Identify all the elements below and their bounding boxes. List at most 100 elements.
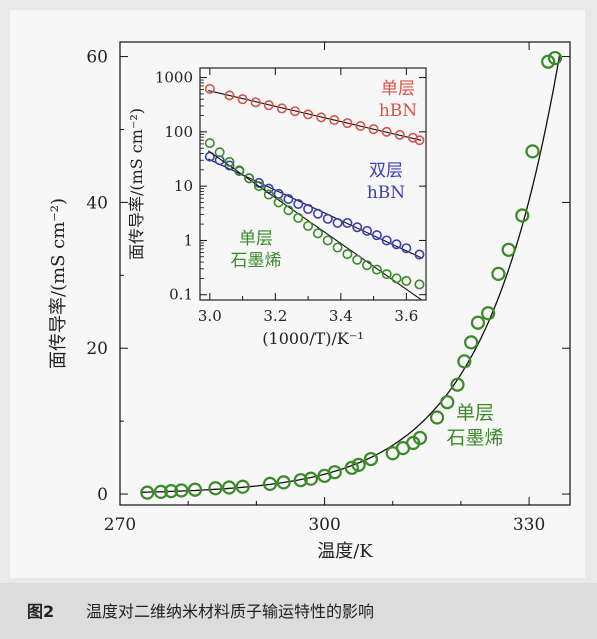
inset-series-label-line2: 石墨烯 [231, 251, 282, 271]
main-y-tick-label: 0 [97, 485, 108, 505]
inset-data-point [303, 203, 314, 214]
inset-series-label-line2: hBN [379, 101, 417, 121]
main-x-tick-label: 330 [513, 515, 545, 535]
inset-data-point [312, 228, 323, 239]
inset-y-tick-label: 1000 [155, 69, 193, 87]
main-data-point [515, 208, 530, 223]
main-annotation-line1: 单层 [456, 402, 494, 424]
inset-x-tick-label: 3.4 [329, 307, 353, 325]
inset-data-point [283, 193, 294, 204]
main-data-point [412, 430, 428, 446]
inset-data-point [273, 197, 284, 208]
inset-data-point [303, 109, 314, 120]
inset-data-point [414, 135, 425, 146]
inset-data-point [368, 124, 379, 135]
inset-data-point [355, 121, 366, 132]
inset-x-tick-label: 3.2 [263, 307, 287, 325]
inset-data-point [263, 189, 274, 200]
inset-data-point [283, 205, 294, 216]
inset-data-point [237, 94, 248, 105]
main-x-axis-label: 温度/K [317, 541, 373, 562]
main-y-tick-label: 40 [86, 193, 108, 213]
inset-data-point [342, 249, 353, 260]
main-y-tick-label: 60 [86, 48, 108, 68]
inset-data-point [391, 273, 402, 284]
inset-data-point [381, 126, 392, 137]
inset-data-point [234, 165, 245, 176]
inset-series-label-line1: 单层 [381, 79, 415, 99]
main-data-point [164, 484, 179, 499]
inset-x-tick-label: 3.0 [198, 307, 222, 325]
main-data-point [140, 485, 155, 500]
main-data-point [464, 335, 479, 350]
caption-text: 温度对二维纳米材料质子输运特性的影响 [86, 602, 375, 621]
main-data-point [221, 480, 237, 495]
main-x-tick-label: 270 [104, 515, 136, 535]
inset-data-point [293, 212, 304, 223]
main-data-point [491, 266, 506, 281]
main-data-point [187, 482, 203, 497]
inset-data-point [276, 103, 287, 114]
inset-data-point [322, 213, 333, 224]
inset-y-axis-label: 面传导率/(mS cm⁻²) [127, 108, 146, 260]
inset-data-point [253, 181, 264, 192]
main-data-point [327, 465, 342, 480]
inset-data-point [362, 225, 373, 236]
inset-y-tick-label: 0.1 [169, 286, 193, 304]
inset-data-point [263, 100, 274, 111]
main-data-point [262, 476, 278, 491]
main-data-point [276, 475, 291, 490]
main-data-point [208, 481, 223, 496]
inset-data-point [371, 230, 382, 241]
inset-data-point [224, 160, 235, 171]
inset-data-point [371, 264, 382, 275]
inset-data-point [250, 97, 261, 108]
figure-caption: 图2 温度对二维纳米材料质子输运特性的影响 [0, 583, 597, 639]
inset-data-point [312, 208, 323, 219]
inset-data-point [381, 269, 392, 280]
inset-y-tick-label: 10 [174, 177, 193, 195]
main-data-point [303, 471, 319, 486]
main-data-point [153, 484, 169, 499]
inset-x-tick-label: 3.6 [394, 307, 418, 325]
inset-data-point [362, 260, 373, 271]
main-y-tick-label: 20 [86, 339, 108, 359]
caption-label: 图2 [27, 602, 55, 621]
inset-data-point [224, 90, 235, 101]
main-data-point [344, 460, 359, 475]
inset-fit-line [207, 150, 422, 300]
inset-fit-line [208, 90, 422, 141]
inset-data-point [414, 279, 425, 290]
main-plot-frame [119, 41, 571, 506]
main-data-point [363, 451, 379, 467]
inset-data-point [204, 138, 215, 149]
inset-data-point [204, 83, 215, 94]
inset-data-point [289, 106, 300, 117]
main-y-axis-label: 面传导率/(mS cm⁻²) [48, 198, 69, 369]
main-data-point [541, 54, 556, 69]
inset-y-tick-label: 100 [164, 123, 193, 141]
inset-data-point [391, 239, 402, 250]
main-data-point [547, 50, 563, 66]
inset-data-point [329, 115, 340, 126]
inset-data-point [332, 242, 343, 253]
main-x-tick-label: 300 [308, 515, 340, 535]
inset-data-point [322, 235, 333, 246]
inset-series-label-line1: 单层 [239, 229, 273, 249]
inset-data-point [401, 275, 412, 286]
inset-plot-frame [199, 67, 427, 301]
inset-data-point [342, 217, 353, 228]
inset-data-point [293, 198, 304, 209]
inset-data-point [214, 147, 225, 158]
main-data-point [481, 306, 496, 321]
inset-y-tick-label: 1 [183, 231, 193, 249]
inset-data-point [244, 173, 255, 184]
inset-data-point [316, 112, 327, 123]
main-data-point [440, 395, 455, 410]
main-data-point [235, 479, 250, 494]
main-data-point [351, 457, 366, 472]
inset-x-axis-label: (1000/T)/K⁻¹ [262, 329, 363, 348]
inset-data-point [401, 243, 412, 254]
